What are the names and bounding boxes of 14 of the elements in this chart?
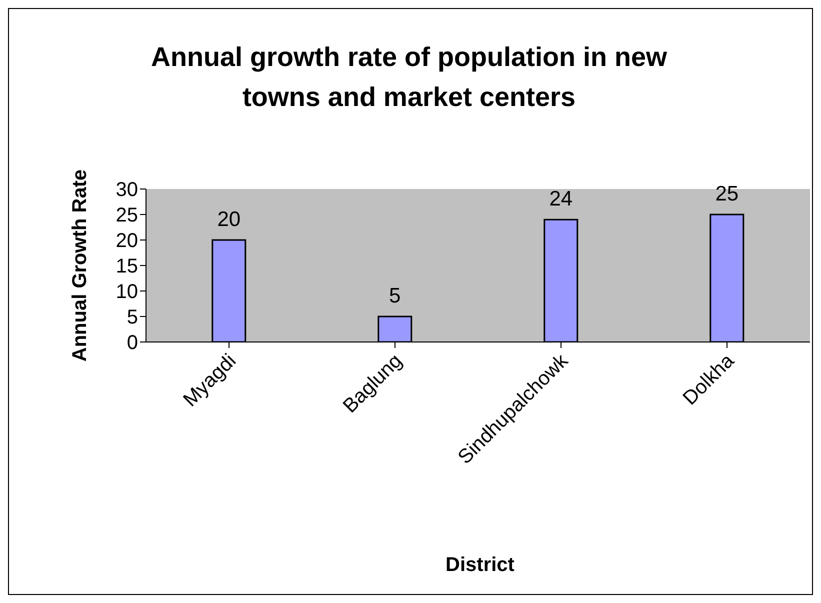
data-label: 25 — [715, 182, 739, 206]
y-tick-label: 20 — [116, 230, 138, 252]
y-tick-label: 25 — [116, 204, 138, 227]
y-tick-label: 10 — [116, 281, 138, 304]
y-tick-label: 0 — [126, 332, 138, 354]
data-label: 20 — [217, 208, 241, 231]
y-tick-label: 15 — [116, 256, 138, 278]
chart-title: Annual growth rate of population in new towns and market centers — [150, 41, 668, 114]
data-label: 24 — [549, 188, 573, 211]
y-tick-label: 30 — [116, 179, 138, 202]
data-label: 5 — [389, 284, 401, 308]
y-axis-title: Annual Growth Rate — [69, 169, 92, 362]
y-tick-label: 5 — [126, 306, 138, 329]
x-axis-title: District — [444, 554, 516, 577]
